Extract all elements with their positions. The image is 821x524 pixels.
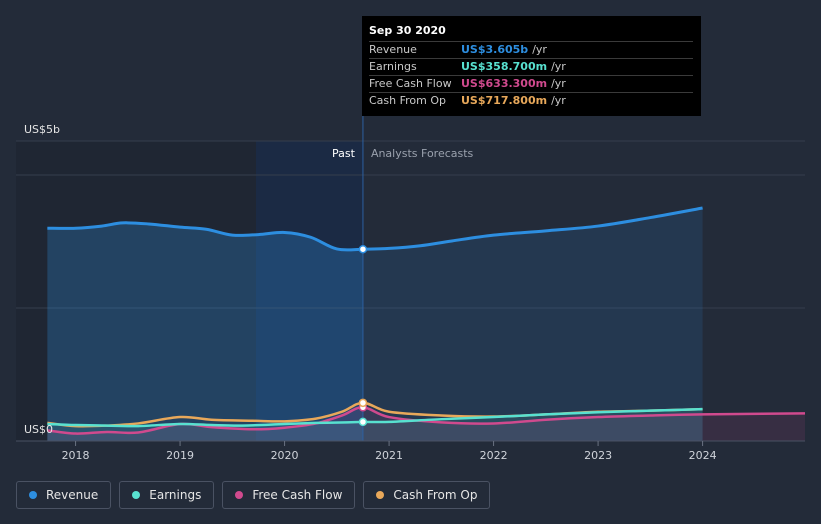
past-band-highlight <box>256 141 363 441</box>
revenue-area-forecast <box>362 207 703 441</box>
legend-item-revenue[interactable]: Revenue <box>16 481 112 509</box>
tooltip-unit: /yr <box>532 43 547 56</box>
tooltip-row-cash-from-op: Cash From Op US$717.800m /yr <box>369 92 693 109</box>
legend: Revenue Earnings Free Cash Flow Cash Fro… <box>16 481 498 509</box>
tooltip-row-revenue: Revenue US$3.605b /yr <box>369 41 693 58</box>
y-axis-top-label: US$5b <box>24 123 60 136</box>
earnings-dot-icon <box>132 491 141 499</box>
tooltip-date: Sep 30 2020 <box>369 24 446 37</box>
past-label: Past <box>332 147 356 160</box>
legend-item-earnings[interactable]: Earnings <box>119 481 215 509</box>
tooltip-value: US$3.605b <box>461 43 529 56</box>
revenue-marker <box>358 244 368 254</box>
free-cash-flow-line <box>47 406 806 435</box>
x-tick-label-2021: 2021 <box>375 449 403 462</box>
tooltip-unit: /yr <box>551 77 566 90</box>
tooltip-value: US$633.300m <box>461 77 548 90</box>
cash-from-op-dot-icon <box>376 491 385 499</box>
legend-label: Cash From Op <box>393 488 478 502</box>
cash-from-op-marker <box>358 398 368 408</box>
tooltip-row-earnings: Earnings US$358.700m /yr <box>369 58 693 75</box>
tooltip-label: Earnings <box>369 60 417 73</box>
x-tick-label-2023: 2023 <box>584 449 612 462</box>
tooltip: Sep 30 2020 Revenue US$3.605b /yr Earnin… <box>362 16 701 116</box>
tooltip-label: Revenue <box>369 43 417 56</box>
x-tick-label-2022: 2022 <box>480 449 508 462</box>
free-cash-flow-dot-icon <box>235 491 244 499</box>
earnings-area <box>47 409 703 441</box>
legend-label: Revenue <box>46 488 99 502</box>
tooltip-value: US$358.700m <box>461 60 548 73</box>
free-cash-flow-area <box>47 407 805 441</box>
earnings-line <box>47 407 703 428</box>
past-band-early <box>16 141 256 441</box>
tooltip-unit: /yr <box>551 60 566 73</box>
tooltip-value: US$717.800m <box>461 94 548 107</box>
legend-item-free-cash-flow[interactable]: Free Cash Flow <box>222 481 356 509</box>
x-tick-label-2020: 2020 <box>271 449 299 462</box>
tooltip-label: Cash From Op <box>369 94 447 107</box>
revenue-area-past <box>47 222 363 441</box>
x-tick-label-2018: 2018 <box>62 449 90 462</box>
tooltip-unit: /yr <box>551 94 566 107</box>
revenue-dot-icon <box>29 491 37 499</box>
tooltip-row-free-cash-flow: Free Cash Flow US$633.300m /yr <box>369 75 693 92</box>
revenue-line <box>47 206 703 252</box>
forecast-label: Analysts Forecasts <box>371 147 474 160</box>
legend-label: Free Cash Flow <box>252 488 343 502</box>
x-tick-label-2024: 2024 <box>689 449 717 462</box>
tooltip-label: Free Cash Flow <box>369 77 452 90</box>
x-tick-label-2019: 2019 <box>166 449 194 462</box>
legend-label: Earnings <box>149 488 202 502</box>
y-axis-bottom-label: US$0 <box>24 423 53 436</box>
earnings-marker <box>358 417 368 427</box>
legend-item-cash-from-op[interactable]: Cash From Op <box>363 481 491 509</box>
